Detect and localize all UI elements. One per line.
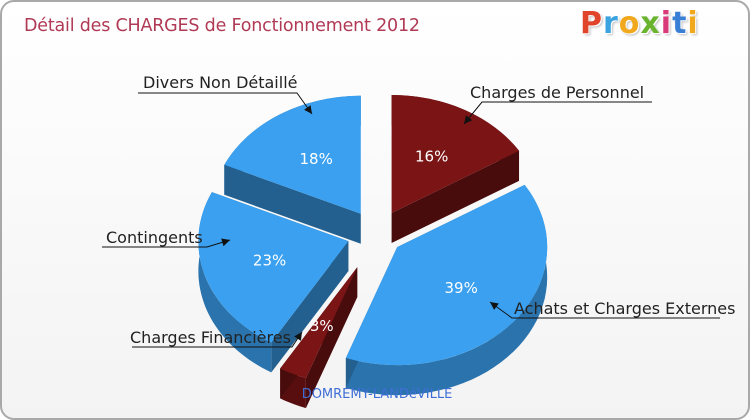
percent-label: 39% [445, 279, 478, 297]
label-leaders [102, 92, 720, 348]
slice-achats-et-charges-externes[interactable] [345, 184, 548, 366]
slice-side-achats-et-charges-externes [345, 184, 548, 396]
leader-arrowhead [464, 115, 473, 124]
percent-label: 18% [300, 150, 333, 168]
leader-arrowhead [304, 105, 312, 114]
chart-title: Détail des CHARGES de Fonctionnement 201… [24, 16, 420, 36]
slice-cut-face [271, 241, 349, 373]
proxiti-logo[interactable]: Proxiti [580, 6, 699, 41]
leader-line [463, 101, 652, 125]
slice-cut-face [224, 164, 361, 244]
slice-side-contingents [198, 192, 272, 373]
leader-line [489, 301, 720, 319]
category-label: Divers Non Détaillé [143, 73, 297, 92]
leader-arrowhead [221, 238, 230, 247]
slice-contingents[interactable] [198, 192, 349, 343]
slice-charges-financi-res[interactable] [280, 267, 358, 379]
slice-percent-labels: 16% 39% 3% 23% 18% [253, 147, 478, 334]
percent-label: 16% [415, 147, 448, 165]
category-label: Achats et Charges Externes [514, 299, 735, 318]
slice-cut-face [391, 150, 520, 244]
category-label: Charges Financières [130, 328, 291, 347]
category-label: Contingents [106, 228, 203, 247]
leader-arrowhead [294, 332, 302, 341]
percent-label: 3% [310, 317, 334, 335]
leader-line [138, 92, 313, 115]
category-label: Charges de Personnel [470, 83, 644, 102]
slice-tops [198, 95, 548, 379]
slice-divers-non-d-taill-[interactable] [224, 95, 361, 214]
commune-name: DOMREMY-LANDéVILLE [301, 387, 453, 402]
percent-label: 23% [253, 251, 286, 269]
slice-labels: Charges de Personnel Achats et Charges Ex… [106, 73, 735, 347]
slice-charges-de-personnel[interactable] [391, 95, 520, 214]
leader-line [102, 239, 231, 248]
leader-arrowhead [490, 302, 499, 310]
